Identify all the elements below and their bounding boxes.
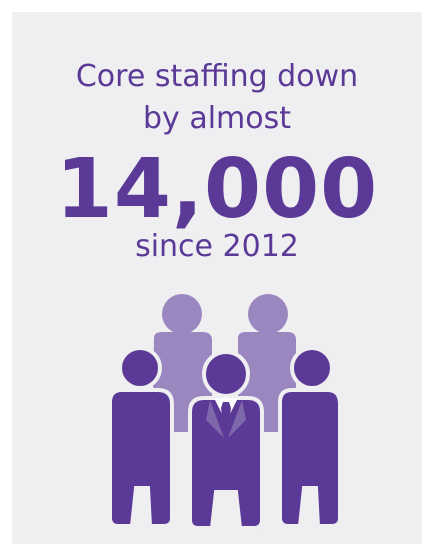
front-left-person-icon	[108, 346, 174, 528]
headline-line-1: Core staffing down	[75, 59, 359, 94]
infographic-card: Core staffing down by almost 14,000 sinc…	[12, 12, 422, 544]
staff-group-icon	[108, 294, 342, 530]
headline-line-4: since 2012	[135, 229, 299, 264]
center-person-icon	[188, 350, 264, 530]
staffing-reduction-number: 14,000	[55, 142, 379, 237]
headline-line-2: by almost	[142, 101, 292, 136]
front-right-person-icon	[278, 346, 342, 528]
